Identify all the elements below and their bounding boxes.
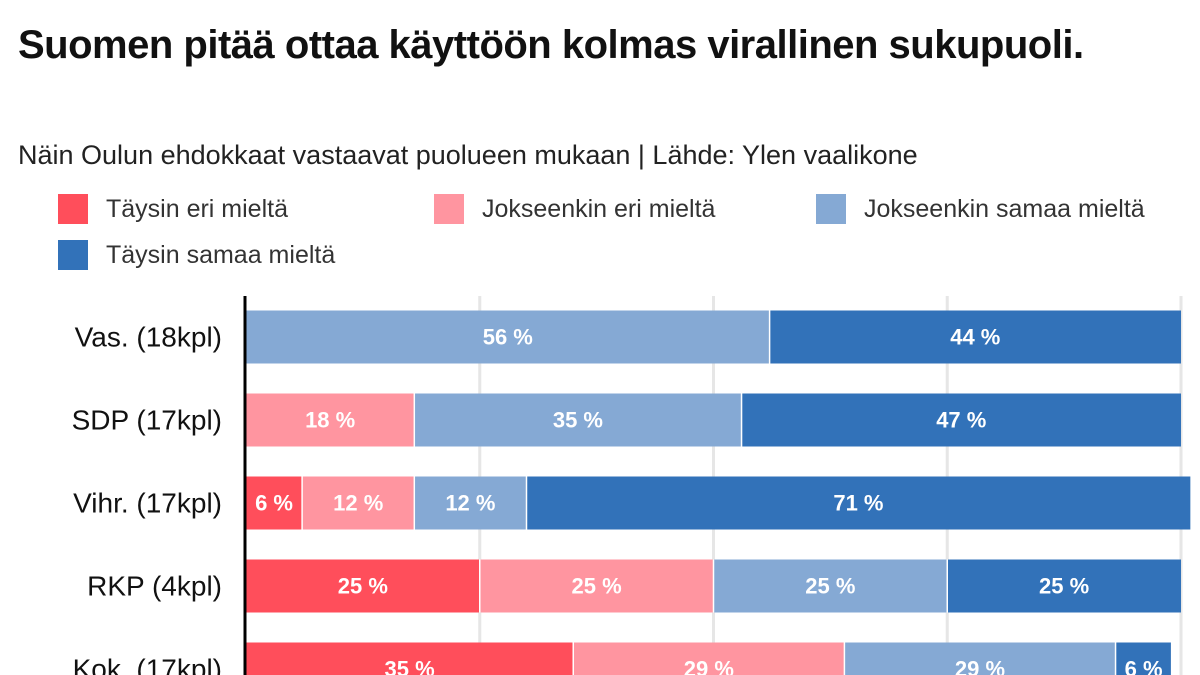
data-label: 25 % [338,574,388,599]
chart-legend: Täysin eri mieltä Jokseenkin eri mieltä … [58,192,1188,282]
category-label: Vas. (18kpl) [75,322,222,353]
bar-segment [246,476,303,530]
chart-subtitle: Näin Oulun ehdokkaat vastaavat puolueen … [18,140,918,170]
legend-label-jokseenkin-eri: Jokseenkin eri mieltä [482,194,716,223]
legend-swatch-taysin-eri [58,194,88,224]
data-label: 25 % [572,574,622,599]
bar-segment [573,642,845,675]
bar-segment [414,476,527,530]
data-label: 29 % [684,657,734,675]
data-label: 56 % [483,325,533,350]
legend-item-taysin-eri: Täysin eri mieltä [58,192,288,226]
data-label: 6 % [1125,657,1163,675]
data-label: 47 % [936,408,986,433]
bar-segment [246,642,574,675]
data-label: 71 % [833,491,883,516]
bar-segment [769,310,1181,364]
data-label: 25 % [805,574,855,599]
bar-segment [526,476,1191,530]
data-label: 29 % [955,657,1005,675]
bar-segment [414,393,742,447]
bar-segment [741,393,1181,447]
legend-label-taysin-eri: Täysin eri mieltä [106,194,288,223]
bar-segment [1115,642,1172,675]
data-label: 35 % [385,657,435,675]
data-label: 35 % [553,408,603,433]
bar-segment [844,642,1116,675]
data-label: 12 % [445,491,495,516]
bar-segment [246,393,415,447]
bar-segment [947,559,1181,613]
category-label: SDP (17kpl) [72,405,222,436]
data-label: 44 % [950,325,1000,350]
legend-item-taysin-samaa: Täysin samaa mieltä [58,238,335,272]
category-label: Kok. (17kpl) [73,654,222,675]
category-label: Vihr. (17kpl) [73,488,222,519]
bar-segment [246,310,770,364]
legend-label-jokseenkin-samaa: Jokseenkin samaa mieltä [864,194,1145,223]
data-label: 12 % [333,491,383,516]
bar-segment [246,559,480,613]
data-label: 18 % [305,408,355,433]
category-label: RKP (4kpl) [87,571,222,602]
chart-title: Suomen pitää ottaa käyttöön kolmas viral… [18,23,1084,67]
legend-label-taysin-samaa: Täysin samaa mieltä [106,240,336,269]
legend-swatch-jokseenkin-eri [434,194,464,224]
legend-item-jokseenkin-samaa: Jokseenkin samaa mieltä [816,192,1145,226]
data-label: 25 % [1039,574,1089,599]
legend-item-jokseenkin-eri: Jokseenkin eri mieltä [434,192,715,226]
legend-swatch-taysin-samaa [58,240,88,270]
legend-swatch-jokseenkin-samaa [816,194,846,224]
data-label: 6 % [255,491,293,516]
bar-segment [479,559,714,613]
bar-segment [302,476,415,530]
bar-segment [713,559,948,613]
